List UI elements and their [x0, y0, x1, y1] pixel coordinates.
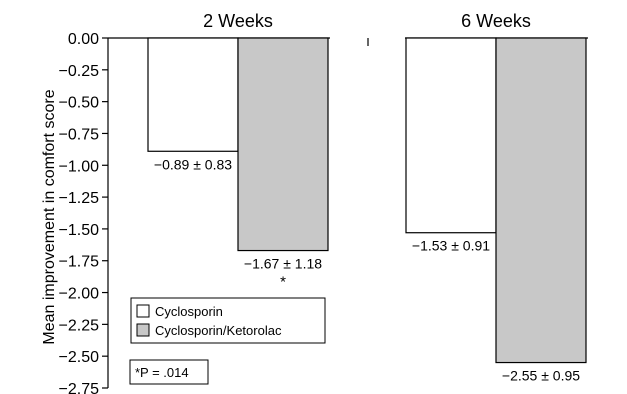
y-tick-label: −1.00 — [59, 158, 100, 175]
category-labels: 2 Weeks 6 Weeks — [203, 11, 531, 31]
y-tick-label: −1.25 — [59, 190, 100, 207]
legend: Cyclosporin Cyclosporin/Ketorolac — [130, 297, 326, 344]
y-tick-label: −2.75 — [59, 381, 100, 394]
y-tick-label: −1.75 — [59, 254, 100, 271]
bar — [237, 37, 329, 252]
bars — [147, 37, 587, 364]
y-tick-label: −0.75 — [59, 126, 100, 143]
y-tick-label: −2.00 — [59, 286, 100, 303]
bar — [495, 37, 587, 364]
y-axis-label: Mean improvement in comfort score — [41, 89, 58, 344]
legend-label: Cyclosporin — [155, 304, 223, 319]
y-tick-label: −2.50 — [59, 349, 100, 366]
category-label: 2 Weeks — [203, 11, 273, 31]
category-label: 6 Weeks — [461, 11, 531, 31]
footnote-frame — [129, 359, 209, 385]
y-axis: 0.00 −0.25 −0.50 −0.75 −1.00 −1.25 −1.50 −1.75 −… — [59, 31, 588, 394]
data-labels: −0.89 ± 0.83 −1.53 ± 0.91 −1.67 ± 1.18 −2.5… — [154, 156, 580, 383]
y-tick-label: −1.50 — [59, 222, 100, 239]
y-tick-label: −0.50 — [59, 95, 100, 112]
y-tick-label: −0.25 — [59, 63, 100, 80]
bar — [147, 37, 239, 152]
legend-swatch — [136, 323, 150, 337]
footnote-text: *P = .014 — [135, 365, 189, 380]
y-tick-label: −2.25 — [59, 317, 100, 334]
bar — [405, 37, 497, 234]
footnote-box: *P = .014 — [129, 359, 209, 385]
data-label: −2.55 ± 0.95 — [502, 368, 580, 384]
legend-swatch — [136, 304, 150, 318]
data-label: −1.53 ± 0.91 — [412, 238, 490, 254]
data-label: −0.89 ± 0.83 — [154, 156, 232, 172]
y-tick-label: 0.00 — [68, 31, 99, 48]
legend-box — [130, 297, 326, 344]
data-label: −1.67 ± 1.18 — [244, 256, 322, 272]
significance-marker: * — [280, 274, 286, 291]
legend-label: Cyclosporin/Ketorolac — [155, 323, 282, 338]
